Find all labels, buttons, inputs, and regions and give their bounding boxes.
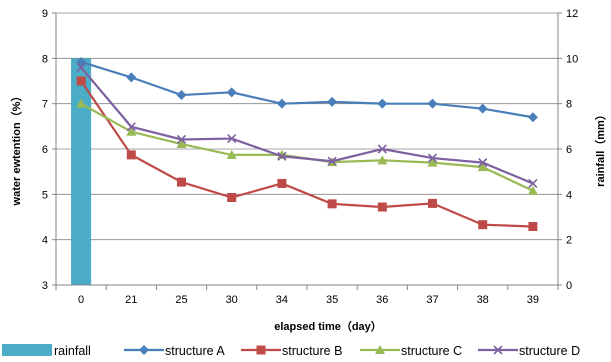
data-point bbox=[477, 103, 488, 114]
x-tick-label: 0 bbox=[78, 294, 84, 306]
legend-marker bbox=[256, 345, 266, 355]
legend-marker bbox=[139, 345, 149, 355]
data-point bbox=[528, 222, 538, 232]
bar-layer bbox=[71, 58, 92, 286]
data-point bbox=[277, 178, 287, 188]
data-point bbox=[377, 202, 387, 212]
x-tick-label: 21 bbox=[125, 294, 137, 306]
data-point bbox=[126, 150, 136, 160]
y2-tick-label: 12 bbox=[566, 8, 578, 20]
series-line bbox=[80, 80, 533, 228]
data-point bbox=[327, 96, 338, 107]
data-point bbox=[327, 156, 337, 166]
data-point bbox=[76, 76, 86, 86]
series-line bbox=[80, 102, 534, 192]
y2-tick-label: 6 bbox=[566, 144, 572, 156]
legend-item: structure C bbox=[360, 344, 462, 358]
series-structure-C bbox=[76, 98, 538, 195]
data-point bbox=[176, 139, 187, 149]
y2-axis-title: rainfall（mm） bbox=[594, 109, 607, 187]
data-point bbox=[478, 220, 488, 230]
y-tick-label: 3 bbox=[42, 280, 48, 292]
data-point bbox=[427, 98, 438, 109]
legend-label: structure B bbox=[282, 344, 342, 358]
data-point bbox=[76, 98, 87, 108]
data-point bbox=[226, 149, 237, 159]
data-point bbox=[276, 98, 287, 109]
y-tick-label: 6 bbox=[42, 144, 48, 156]
y-tick-label: 5 bbox=[42, 189, 48, 201]
data-point bbox=[427, 153, 438, 163]
data-point bbox=[126, 122, 136, 132]
legend-layer: rainfall structure A structure B structure … bbox=[2, 344, 580, 358]
legend-item: structure B bbox=[241, 344, 342, 358]
data-point bbox=[177, 177, 186, 187]
x-axis-title: elapsed time（day） bbox=[274, 320, 382, 333]
series-structure-B bbox=[76, 76, 538, 232]
data-point bbox=[477, 162, 488, 172]
y2-tick-label: 4 bbox=[566, 189, 572, 201]
data-point bbox=[227, 134, 237, 144]
x-tick-label: 30 bbox=[226, 294, 238, 306]
data-point bbox=[176, 134, 187, 145]
legend-marker bbox=[493, 345, 503, 355]
y2-tick-label: 10 bbox=[566, 53, 578, 65]
series-line bbox=[80, 66, 534, 185]
data-point bbox=[427, 157, 438, 167]
x-tick-label: 38 bbox=[477, 294, 489, 306]
x-tick-label: 36 bbox=[376, 294, 388, 306]
data-point bbox=[527, 185, 538, 195]
data-point bbox=[478, 158, 488, 168]
legend-label: structure A bbox=[165, 344, 225, 358]
series-line bbox=[80, 60, 534, 119]
rainfall-bar bbox=[71, 58, 92, 286]
legend-label: structure C bbox=[401, 344, 462, 358]
y-tick-label: 9 bbox=[42, 8, 48, 20]
y-tick-label: 4 bbox=[42, 235, 48, 247]
legend-label: rainfall bbox=[54, 344, 91, 358]
grid-layer bbox=[56, 12, 558, 286]
legend-marker bbox=[375, 345, 385, 354]
data-point bbox=[377, 155, 388, 165]
y2-tick-label: 8 bbox=[566, 99, 572, 111]
y-axis-title: water ewtention（%） bbox=[10, 91, 23, 207]
series-structure-D bbox=[76, 62, 538, 189]
data-point bbox=[126, 126, 137, 136]
data-point bbox=[226, 87, 237, 98]
data-point bbox=[428, 198, 437, 208]
x-tick-label: 25 bbox=[175, 294, 187, 306]
data-point bbox=[528, 178, 538, 189]
data-point bbox=[227, 193, 237, 203]
x-tick-label: 35 bbox=[326, 294, 338, 306]
y-tick-label: 7 bbox=[42, 99, 48, 111]
data-point bbox=[377, 144, 387, 154]
legend-item: structure D bbox=[478, 344, 580, 358]
x-tick-label: 37 bbox=[426, 294, 438, 306]
y-tick-label: 8 bbox=[42, 53, 48, 65]
y2-tick-label: 2 bbox=[566, 235, 572, 247]
legend-item: rainfall bbox=[2, 344, 91, 358]
y2-tick-label: 0 bbox=[566, 280, 572, 292]
x-tick-label: 39 bbox=[527, 294, 539, 306]
legend-label: structure D bbox=[519, 344, 580, 358]
data-point bbox=[527, 112, 538, 123]
data-point bbox=[377, 98, 388, 109]
data-point bbox=[76, 62, 86, 72]
x-tick-label: 34 bbox=[276, 294, 288, 306]
series-structure-A bbox=[76, 56, 538, 123]
legend-swatch bbox=[2, 344, 52, 356]
data-point bbox=[327, 199, 337, 209]
data-point bbox=[176, 90, 187, 101]
data-point bbox=[277, 151, 287, 161]
data-point bbox=[126, 72, 137, 83]
legend-item: structure A bbox=[124, 344, 225, 358]
series-layer bbox=[76, 56, 538, 232]
